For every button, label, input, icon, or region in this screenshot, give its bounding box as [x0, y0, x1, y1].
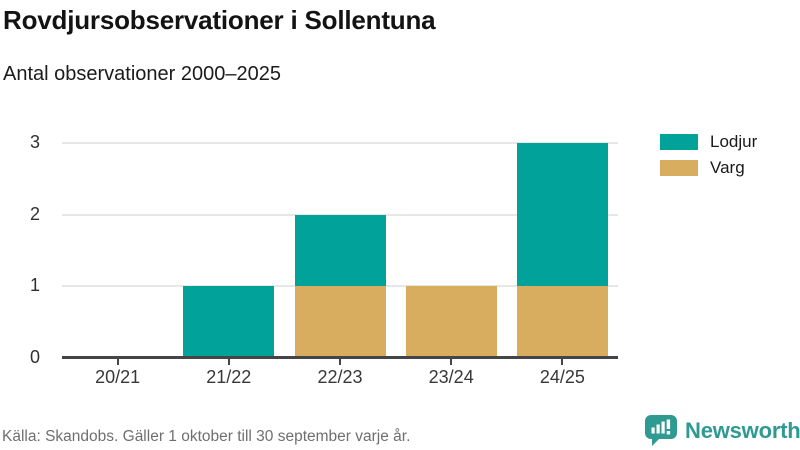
newsworthy-wordmark: Newsworthy [685, 417, 800, 443]
x-axis-tick-label: 21/22 [206, 367, 252, 387]
bar-segment-varg [405, 286, 497, 358]
y-axis-tick-label: 3 [29, 132, 40, 152]
x-axis-tick [116, 359, 119, 365]
newsworthy-speech-bubble-chart-icon [644, 414, 678, 447]
legend-swatch-lodjur [660, 134, 698, 150]
legend-swatch-varg [660, 160, 698, 176]
chart-subtitle: Antal observationer 2000–2025 [3, 63, 281, 85]
legend-label: Varg [710, 158, 745, 177]
y-axis-tick-label: 1 [29, 275, 40, 296]
legend-item-lodjur: Lodjur [660, 129, 757, 155]
x-axis-tick [227, 359, 230, 365]
bar-segment-varg [294, 286, 386, 358]
bar-segment-varg [516, 286, 608, 358]
x-axis-tick-label: 24/25 [539, 367, 585, 387]
gridline [62, 142, 618, 144]
bar-segment-lodjur [183, 286, 275, 358]
x-axis-tick-label: 22/23 [317, 367, 363, 387]
legend-item-varg: Varg [660, 155, 757, 181]
x-axis-line [62, 356, 618, 359]
x-axis-tick-label: 23/24 [428, 367, 474, 387]
chart-title: Rovdjursobservationer i Sollentuna [3, 5, 436, 35]
bar-segment-lodjur [294, 214, 386, 287]
chart-legend: Lodjur Varg [660, 129, 757, 181]
x-axis-tick [339, 359, 341, 365]
x-axis-tick [450, 359, 453, 365]
x-axis-tick [561, 359, 564, 365]
legend-label: Lodjur [710, 132, 758, 151]
bar-segment-lodjur [516, 143, 608, 287]
y-axis-tick-label: 2 [29, 203, 40, 224]
source-note: Källa: Skandobs. Gäller 1 oktober till 3… [2, 428, 411, 445]
newsworthy-logo[interactable]: Newsworthy [644, 414, 800, 447]
x-axis-tick-label: 20/21 [95, 367, 141, 387]
y-axis-tick-label: 0 [29, 347, 40, 367]
